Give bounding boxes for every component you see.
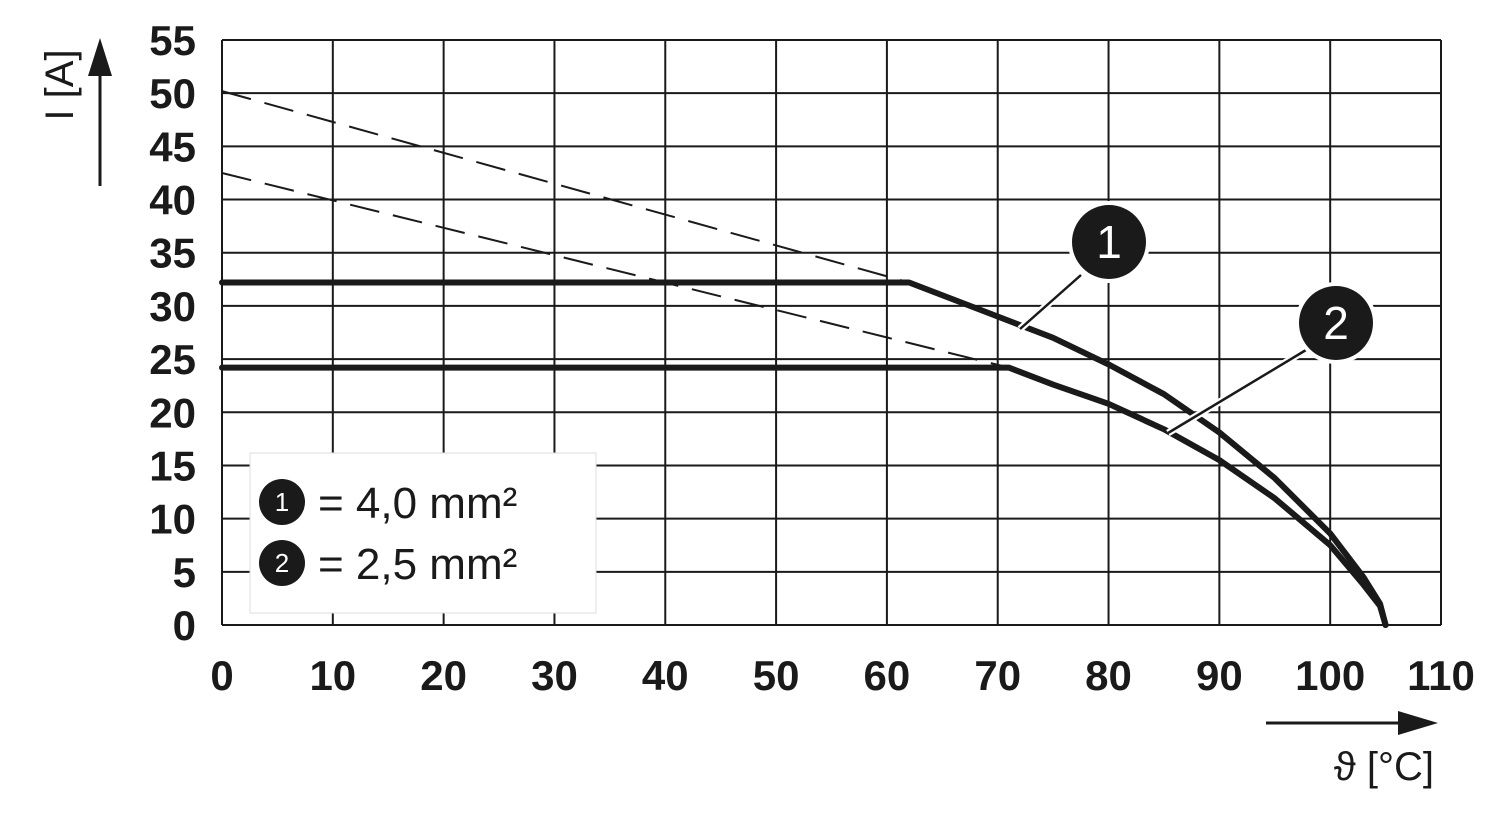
legend-box [249,452,597,614]
series-2-curve [219,364,1389,628]
y-tick-25: 25 [149,336,196,383]
callout-1-marker [1072,205,1146,279]
y-axis-arrow-head [88,38,112,76]
curve-callouts: 12 [1017,201,1377,436]
y-tick-50: 50 [149,70,196,117]
x-axis-arrow-head [1398,711,1438,735]
y-tick-10: 10 [149,496,196,543]
y-tick-30: 30 [149,283,196,330]
x-tick-100: 100 [1295,652,1365,699]
callout-1-leader [1019,274,1082,330]
x-tick-50: 50 [753,652,800,699]
legend-label-2: = 2,5 mm² [318,540,517,589]
y-tick-5: 5 [173,549,196,596]
y-axis-label: I [A] [38,49,82,120]
y-tick-20: 20 [149,389,196,436]
grid [221,39,1442,626]
x-tick-90: 90 [1196,652,1243,699]
x-tick-110: 110 [1407,652,1475,699]
legend-marker-2 [259,540,305,586]
x-tick-40: 40 [642,652,689,699]
callout-2-marker [1299,286,1373,360]
y-tick-0: 0 [173,602,196,649]
y-tick-40: 40 [149,177,196,224]
legend-marker-1 [259,479,305,525]
x-tick-30: 30 [531,652,578,699]
y-axis-title: I [A] [38,38,112,186]
x-tick-60: 60 [864,652,911,699]
y-tick-55: 55 [149,17,196,64]
y-tick-35: 35 [149,230,196,277]
x-axis-label: ϑ [°C] [1334,745,1434,789]
x-tick-20: 20 [420,652,467,699]
curves [219,90,1389,628]
x-tick-70: 70 [974,652,1021,699]
x-tick-80: 80 [1085,652,1132,699]
callout-2-leader [1167,348,1307,435]
legend-marker-2-label: 2 [275,548,289,578]
series-3-extrapolation-dashed [221,172,1010,369]
x-tick-0: 0 [210,652,233,699]
series-2-extrapolation-dashed [221,90,910,284]
legend-marker-1-label: 1 [275,487,289,517]
x-tick-10: 10 [309,652,356,699]
legend-entry-2: 2 = 2,5 mm² [259,540,517,589]
callout-2-label: 2 [1323,297,1349,349]
series-1-curve [219,279,1389,628]
tick-labels: 0 10 20 30 40 50 60 70 80 90 100 110 0 5 10 15 20 25 30 35 4… [149,17,1475,699]
legend-label-1: = 4,0 mm² [318,479,517,528]
y-tick-45: 45 [149,123,196,170]
x-axis-title: ϑ [°C] [1266,711,1438,789]
legend: 1 = 4,0 mm² 2 = 2,5 mm² [249,452,597,614]
y-tick-15: 15 [149,442,196,489]
legend-entry-1: 1 = 4,0 mm² [259,479,517,528]
callout-1-label: 1 [1096,216,1122,268]
